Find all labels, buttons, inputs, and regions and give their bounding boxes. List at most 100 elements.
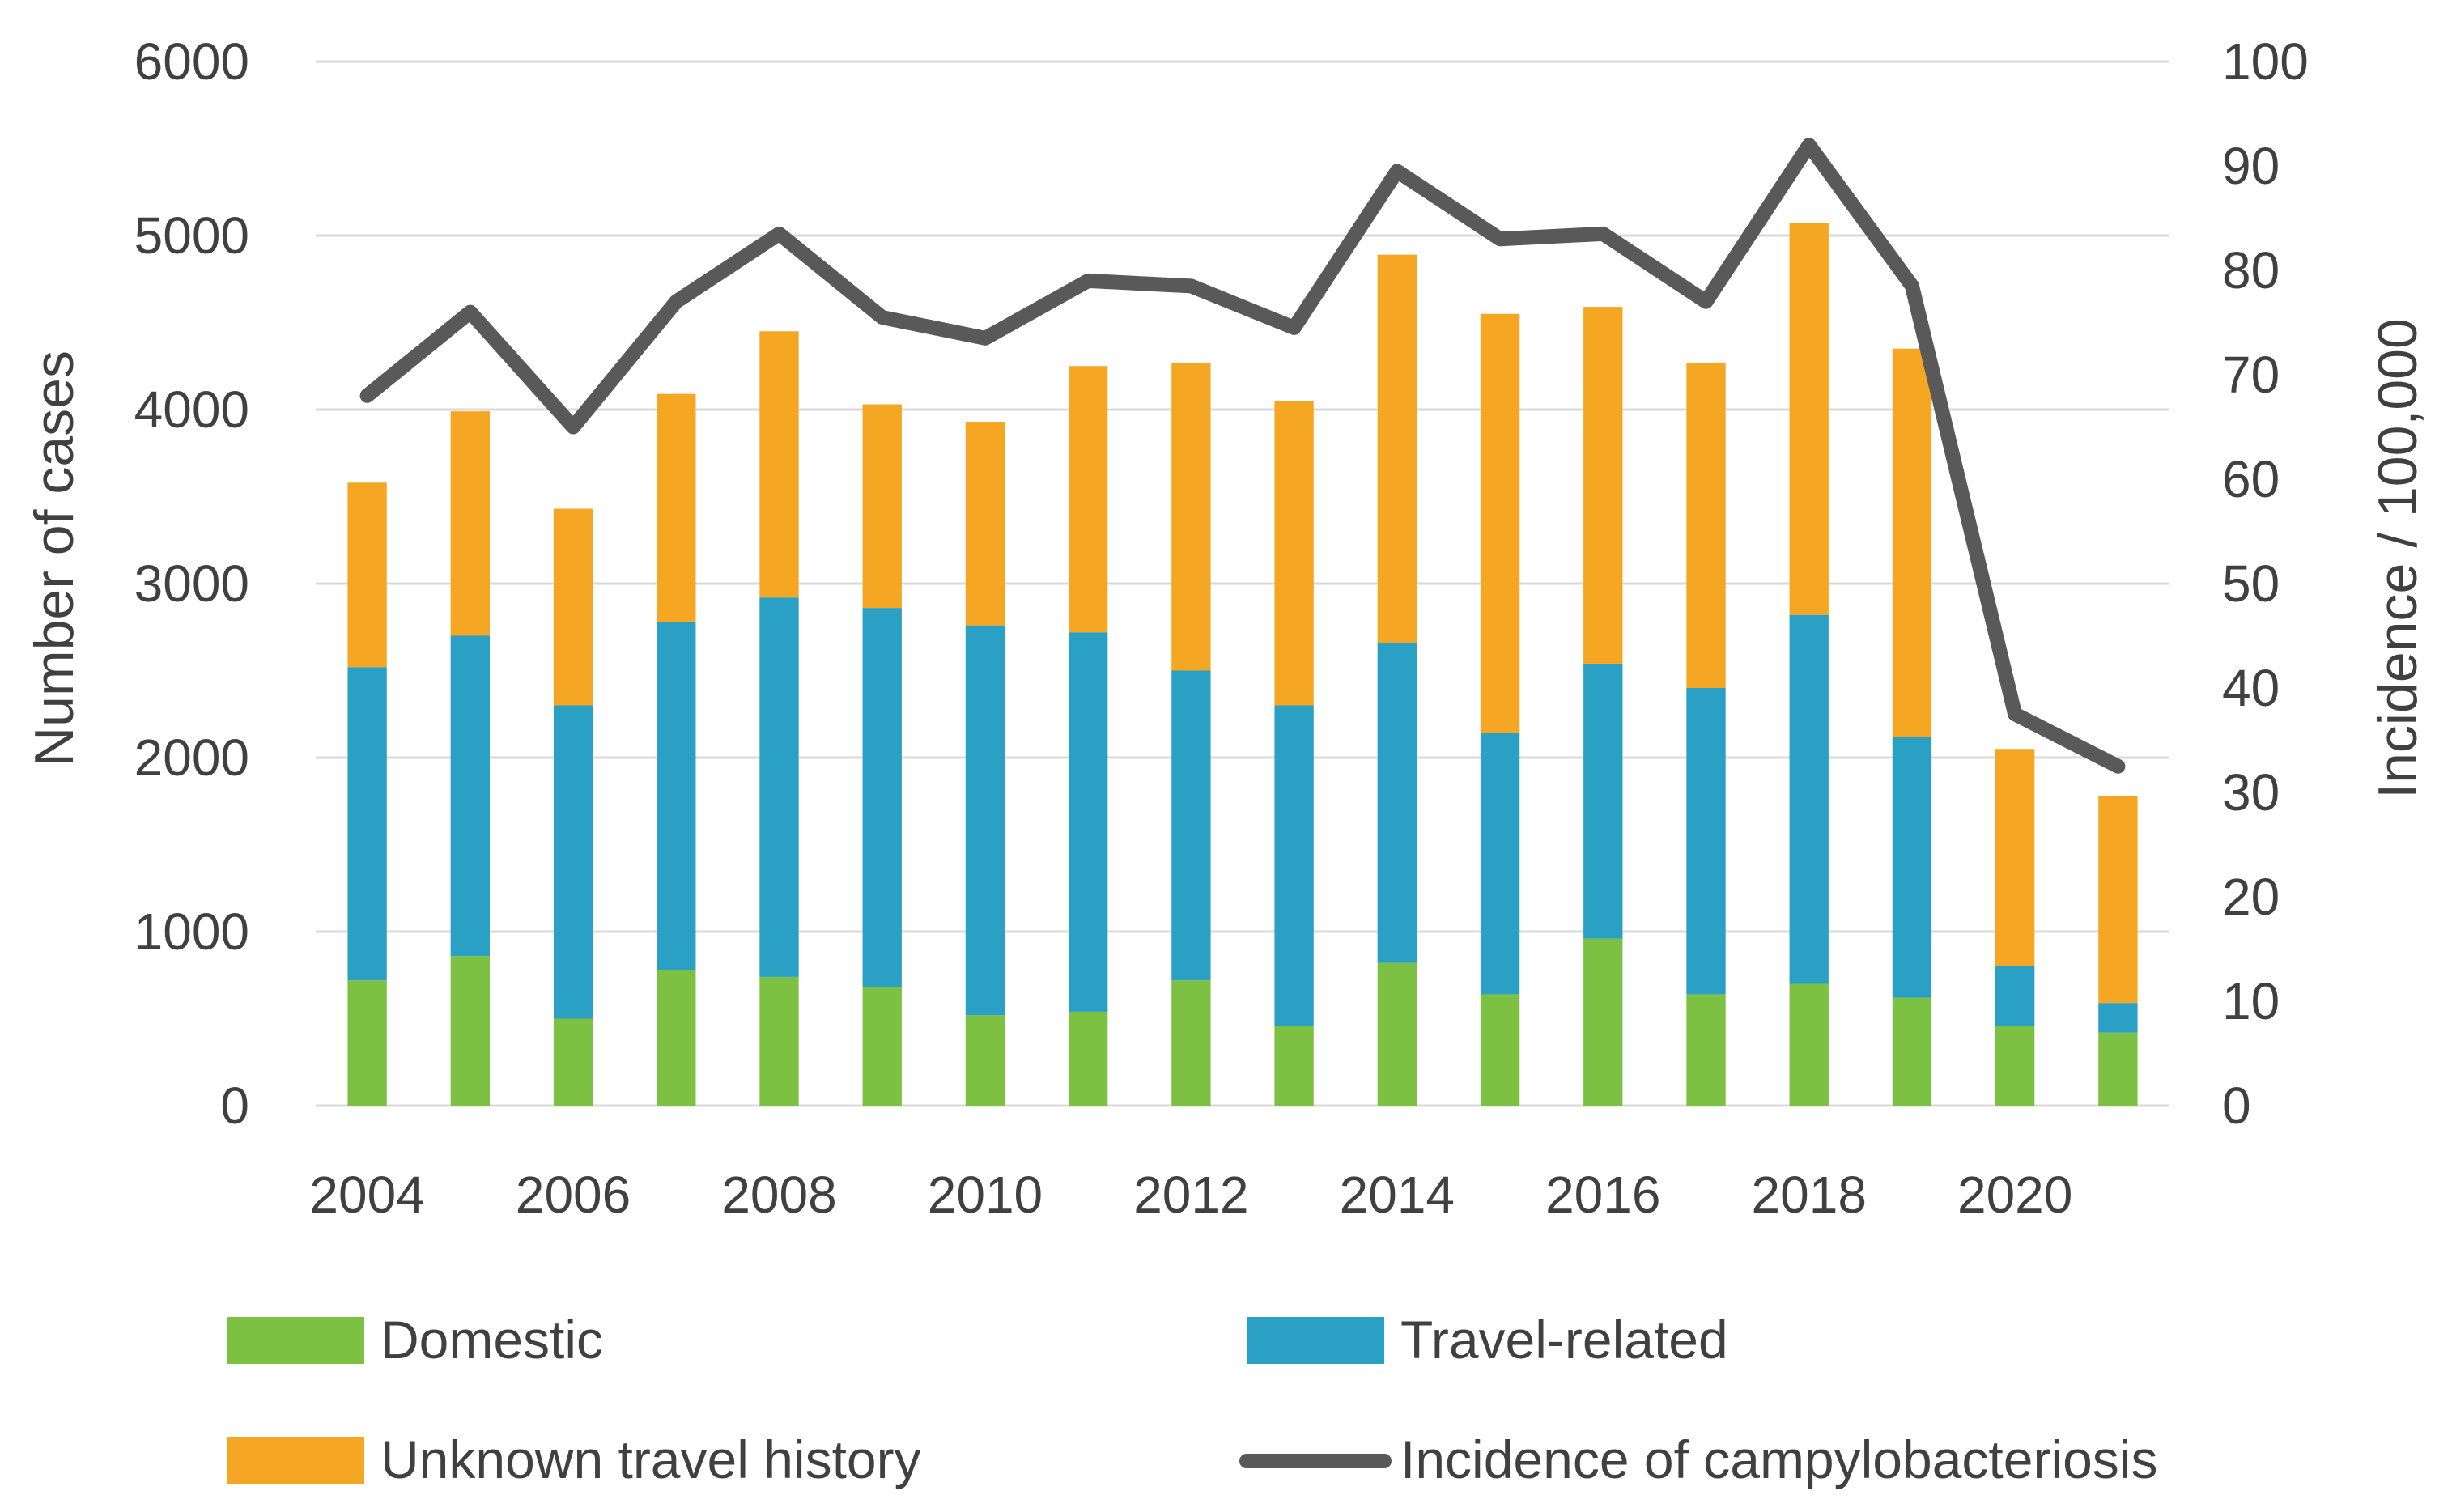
bar-unknown-travel-history [862, 404, 902, 609]
bar-travel-related [1377, 643, 1417, 963]
bar-travel-related [1583, 663, 1623, 939]
bar-domestic [1789, 983, 1829, 1106]
bar-domestic [759, 976, 799, 1106]
y-tick-label: 2000 [134, 728, 249, 787]
y-tick-label: 1000 [134, 903, 249, 961]
x-tick-label: 2008 [721, 1166, 836, 1224]
incidence-point [1396, 170, 1398, 172]
incidence-point [882, 316, 883, 318]
bar-travel-related [862, 608, 902, 987]
incidence-line-layer [359, 138, 2126, 774]
bar-unknown-travel-history [759, 331, 799, 598]
legend-swatch-travel-related [1247, 1317, 1384, 1364]
bar-domestic [1686, 994, 1726, 1106]
x-tick-label: 2016 [1545, 1166, 1660, 1224]
bar-domestic [2098, 1032, 2138, 1106]
incidence-point [2014, 713, 2016, 715]
y2-tick-label: 50 [2222, 554, 2280, 613]
incidence-point [367, 395, 368, 397]
y2-axis-title: Incidence / 100,000 [2367, 318, 2429, 799]
incidence-line [359, 138, 2126, 774]
legend-label-incidence: Incidence of campylobacteriosis [1400, 1429, 2157, 1489]
legend: Domestic Travel-related Unknown travel h… [227, 1310, 2157, 1489]
bar-travel-related [1892, 737, 1932, 998]
legend-item-unknown-travel-history: Unknown travel history [227, 1429, 921, 1489]
x-tick-label: 2014 [1340, 1166, 1455, 1224]
bar-domestic [1068, 1011, 1108, 1106]
bar-domestic [1171, 980, 1211, 1106]
y2-tick-label: 60 [2222, 450, 2280, 508]
x-tick-label: 2010 [928, 1166, 1043, 1224]
bar-travel-related [2098, 1003, 2138, 1033]
bar-travel-related [553, 705, 593, 1019]
bar-travel-related [1274, 705, 1314, 1026]
y2-tick-label: 70 [2222, 346, 2280, 404]
y2-tick-label: 40 [2222, 659, 2280, 717]
gridlines [316, 60, 2169, 1107]
bar-unknown-travel-history [347, 482, 387, 668]
bar-domestic [1995, 1026, 2035, 1106]
bar-travel-related [1789, 614, 1829, 984]
bar-travel-related [450, 635, 491, 957]
incidence-point [2117, 766, 2118, 767]
incidence-point [1808, 144, 1810, 146]
x-tick-label: 2012 [1133, 1166, 1248, 1224]
legend-item-incidence: Incidence of campylobacteriosis [1239, 1429, 2157, 1489]
axes: 0 1000 2000 3000 4000 5000 6000 0 10 20 30 40 50 60 70… [134, 32, 2309, 1224]
incidence-point [1190, 285, 1192, 287]
x-tick-label: 2020 [1957, 1166, 2072, 1224]
incidence-point [984, 338, 986, 339]
y2-tick-label: 20 [2222, 868, 2280, 926]
bar-travel-related [347, 667, 387, 981]
legend-swatch-unknown-travel-history [227, 1437, 364, 1484]
y-tick-label: 4000 [134, 380, 249, 439]
incidence-point [470, 312, 471, 313]
bar-travel-related [1068, 632, 1108, 1012]
bar-domestic [450, 956, 491, 1106]
bar-travel-related [965, 625, 1005, 1016]
y-tick-label: 6000 [134, 32, 249, 91]
bar-unknown-travel-history [1789, 223, 1829, 615]
x-tick-label: 2004 [309, 1166, 424, 1224]
bar-unknown-travel-history [553, 508, 593, 706]
bar-unknown-travel-history [965, 422, 1005, 626]
bar-unknown-travel-history [2098, 796, 2138, 1004]
legend-label-domestic: Domestic [380, 1310, 603, 1370]
bar-domestic [1480, 994, 1520, 1106]
incidence-point [1294, 327, 1295, 329]
bar-domestic [1892, 997, 1932, 1106]
incidence-point [1706, 301, 1707, 303]
incidence-point [572, 427, 574, 428]
legend-swatch-domestic [227, 1317, 364, 1364]
legend-item-domestic: Domestic [227, 1310, 603, 1370]
bar-domestic [1274, 1026, 1314, 1106]
bar-travel-related [1171, 670, 1211, 981]
bar-unknown-travel-history [1583, 307, 1623, 664]
y-tick-label: 0 [220, 1077, 249, 1135]
bar-unknown-travel-history [1686, 362, 1726, 688]
bar-domestic [862, 987, 902, 1106]
incidence-point [675, 301, 677, 303]
x-tick-label: 2006 [516, 1166, 631, 1224]
bar-travel-related [657, 622, 696, 970]
bar-unknown-travel-history [657, 393, 696, 622]
bar-unknown-travel-history [1274, 401, 1314, 706]
bar-travel-related [1480, 733, 1520, 995]
y2-tick-label: 90 [2222, 137, 2280, 195]
y2-tick-label: 0 [2222, 1077, 2251, 1135]
y2-tick-label: 30 [2222, 763, 2280, 822]
bar-travel-related [1995, 966, 2035, 1026]
incidence-point [779, 233, 780, 235]
incidence-point [1602, 233, 1604, 235]
x-tick-label: 2018 [1752, 1166, 1867, 1224]
bar-travel-related [759, 597, 799, 977]
y-tick-label: 5000 [134, 206, 249, 265]
bars [347, 223, 2138, 1106]
bar-domestic [553, 1018, 593, 1106]
bar-domestic [657, 970, 696, 1106]
bar-unknown-travel-history [1480, 313, 1520, 733]
bar-domestic [1583, 938, 1623, 1106]
y2-tick-label: 80 [2222, 241, 2280, 299]
bar-domestic [1377, 962, 1417, 1106]
legend-label-unknown-travel-history: Unknown travel history [380, 1429, 921, 1489]
